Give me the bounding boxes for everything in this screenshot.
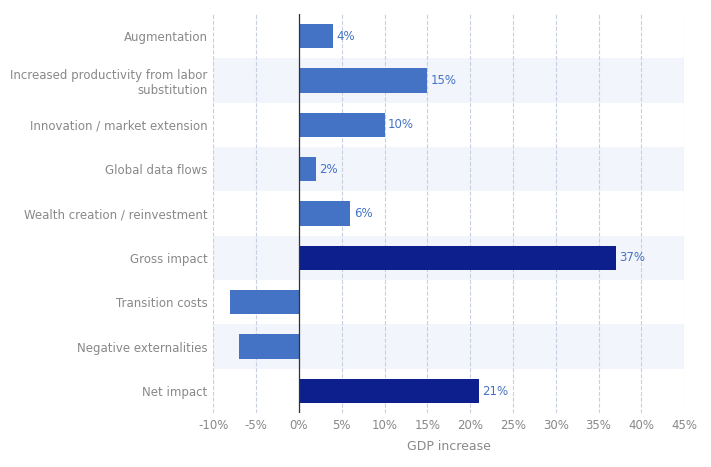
Bar bbox=[213, 280, 684, 325]
Bar bbox=[213, 14, 684, 58]
Text: 21%: 21% bbox=[482, 384, 508, 397]
Bar bbox=[213, 191, 684, 236]
Bar bbox=[213, 103, 684, 147]
Bar bbox=[239, 334, 299, 359]
Bar bbox=[213, 58, 684, 103]
Bar bbox=[213, 147, 684, 191]
Bar bbox=[299, 379, 479, 403]
Bar bbox=[299, 201, 351, 226]
Text: -8%: -8% bbox=[274, 296, 296, 309]
Bar bbox=[230, 290, 299, 314]
Text: 2%: 2% bbox=[319, 163, 338, 176]
Bar bbox=[299, 157, 316, 181]
Bar bbox=[299, 246, 616, 270]
Text: 15%: 15% bbox=[431, 74, 456, 87]
Text: 37%: 37% bbox=[619, 251, 645, 264]
X-axis label: GDP increase: GDP increase bbox=[407, 440, 491, 453]
Bar bbox=[299, 24, 333, 48]
Bar bbox=[213, 236, 684, 280]
Bar bbox=[213, 325, 684, 369]
Text: 6%: 6% bbox=[353, 207, 373, 220]
Text: 10%: 10% bbox=[388, 118, 414, 131]
Text: 4%: 4% bbox=[336, 29, 356, 42]
Bar bbox=[299, 68, 427, 92]
Text: -7%: -7% bbox=[273, 340, 296, 353]
Bar bbox=[299, 113, 385, 137]
Bar bbox=[213, 369, 684, 413]
